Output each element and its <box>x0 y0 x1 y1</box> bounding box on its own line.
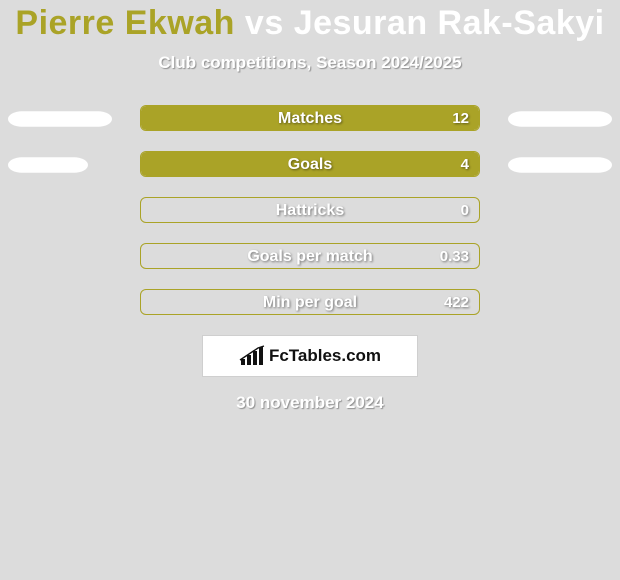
bar-fill-left <box>141 152 479 176</box>
title-player1: Pierre Ekwah <box>15 4 235 42</box>
stat-row: Hattricks0 <box>0 197 620 225</box>
stat-row: Matches12 <box>0 105 620 133</box>
bar-label: Hattricks <box>141 198 479 223</box>
logo-text-rest: Tables.com <box>289 346 381 365</box>
title-player2: Jesuran Rak-Sakyi <box>294 4 605 42</box>
logo: FcTables.com <box>239 345 381 367</box>
bar-label: Min per goal <box>141 290 479 315</box>
comparison-card: Pierre Ekwah vs Jesuran Rak-Sakyi Club c… <box>0 0 620 413</box>
logo-box[interactable]: FcTables.com <box>202 335 418 377</box>
stat-row: Goals per match0.33 <box>0 243 620 271</box>
left-pill <box>8 111 112 126</box>
stat-row: Goals4 <box>0 151 620 179</box>
bar-track: Hattricks0 <box>140 197 480 223</box>
logo-text: FcTables.com <box>269 346 381 366</box>
bar-value: 422 <box>444 290 469 315</box>
bar-track: Goals4 <box>140 151 480 177</box>
bar-track: Min per goal422 <box>140 289 480 315</box>
bar-track: Goals per match0.33 <box>140 243 480 269</box>
left-pill <box>8 157 88 172</box>
date: 30 november 2024 <box>0 393 620 413</box>
chart-icon <box>239 345 265 367</box>
title-vs: vs <box>245 4 284 42</box>
right-pill <box>508 111 612 126</box>
logo-text-fc: Fc <box>269 346 289 365</box>
bar-track: Matches12 <box>140 105 480 131</box>
page-title: Pierre Ekwah vs Jesuran Rak-Sakyi <box>0 4 620 43</box>
subtitle: Club competitions, Season 2024/2025 <box>0 53 620 73</box>
right-pill <box>508 157 612 172</box>
bar-value: 0 <box>461 198 469 223</box>
stat-row: Min per goal422 <box>0 289 620 317</box>
bar-fill-left <box>141 106 479 130</box>
bar-label: Goals per match <box>141 244 479 269</box>
bar-value: 0.33 <box>440 244 469 269</box>
stat-rows: Matches12 Goals4 Hattricks0 Goals per match… <box>0 105 620 317</box>
